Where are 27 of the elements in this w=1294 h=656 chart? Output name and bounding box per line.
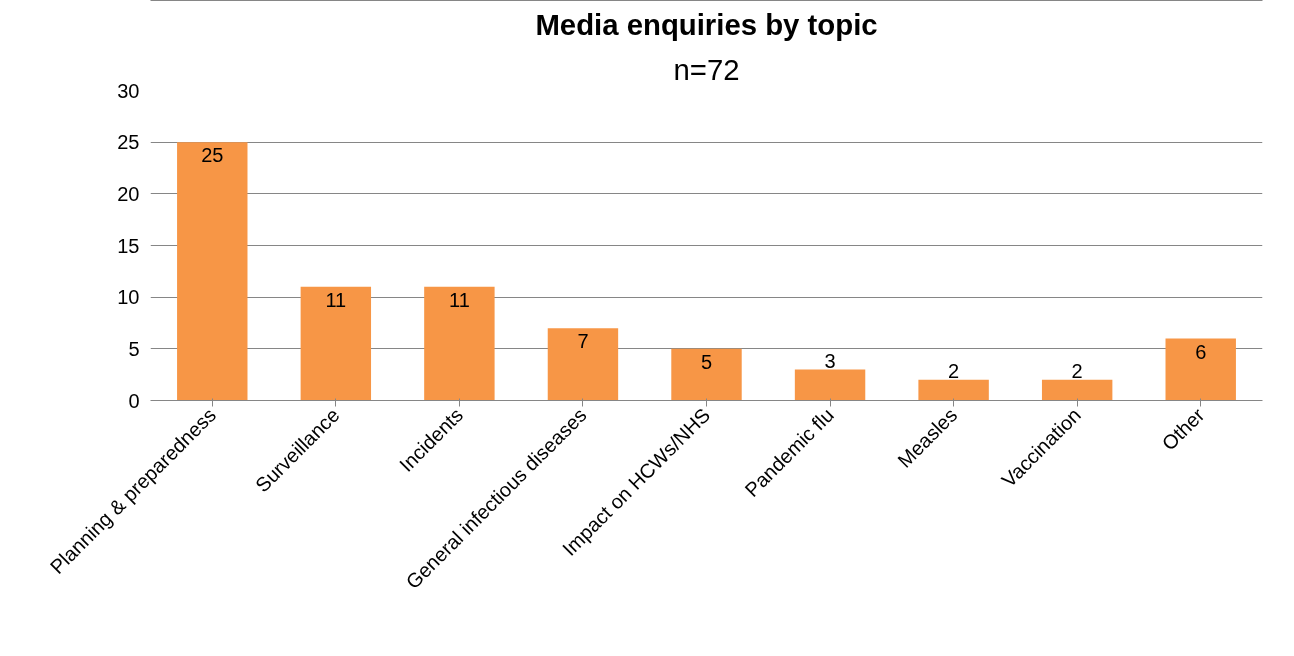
bar <box>177 142 248 401</box>
chart-title: Media enquiries by topic <box>535 7 878 41</box>
y-tick-label: 0 <box>128 389 140 412</box>
data-label: 11 <box>325 288 347 311</box>
bar <box>794 369 866 401</box>
data-label: 11 <box>449 288 470 311</box>
bar <box>918 379 989 401</box>
bar <box>1041 379 1113 401</box>
bar <box>1165 338 1236 401</box>
data-label: 6 <box>1195 340 1207 363</box>
y-tick-label: 10 <box>117 286 140 309</box>
bar <box>424 286 495 401</box>
bar <box>300 286 372 401</box>
data-label: 2 <box>1071 359 1083 382</box>
bar <box>671 348 742 401</box>
y-tick-label: 5 <box>128 337 140 360</box>
y-tick-label: 20 <box>117 182 140 205</box>
data-label: 25 <box>201 144 224 167</box>
data-label: 5 <box>700 350 713 373</box>
bar <box>547 328 619 401</box>
data-label: 7 <box>577 330 589 353</box>
y-tick-label: 30 <box>117 79 140 102</box>
data-label: 3 <box>824 349 836 372</box>
y-tick-label: 25 <box>117 131 140 154</box>
y-tick-label: 15 <box>117 234 140 257</box>
chart-subtitle: n=72 <box>673 52 740 86</box>
data-label: 2 <box>948 359 960 382</box>
